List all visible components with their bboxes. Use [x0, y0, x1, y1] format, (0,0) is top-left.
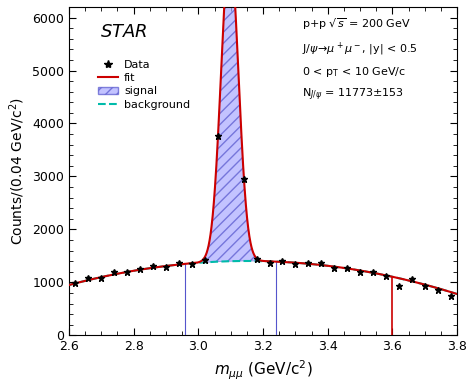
Text: p+p $\sqrt{s}$ = 200 GeV
J/$\psi$$\!\to\!\mu^+\mu^-$, |y| < 0.5
0 < p$_{\rm T}$ : p+p $\sqrt{s}$ = 200 GeV J/$\psi$$\!\to\…: [302, 17, 418, 103]
X-axis label: $m_{\mu\mu}$ (GeV/c$^{2}$): $m_{\mu\mu}$ (GeV/c$^{2}$): [214, 359, 312, 382]
Legend: Data, fit, signal, background: Data, fit, signal, background: [94, 55, 194, 114]
Text: $\mathbf{\mathit{STAR}}$: $\mathbf{\mathit{STAR}}$: [100, 23, 147, 41]
Y-axis label: Counts/(0.04 GeV/c$^{2}$): Counts/(0.04 GeV/c$^{2}$): [7, 97, 27, 245]
